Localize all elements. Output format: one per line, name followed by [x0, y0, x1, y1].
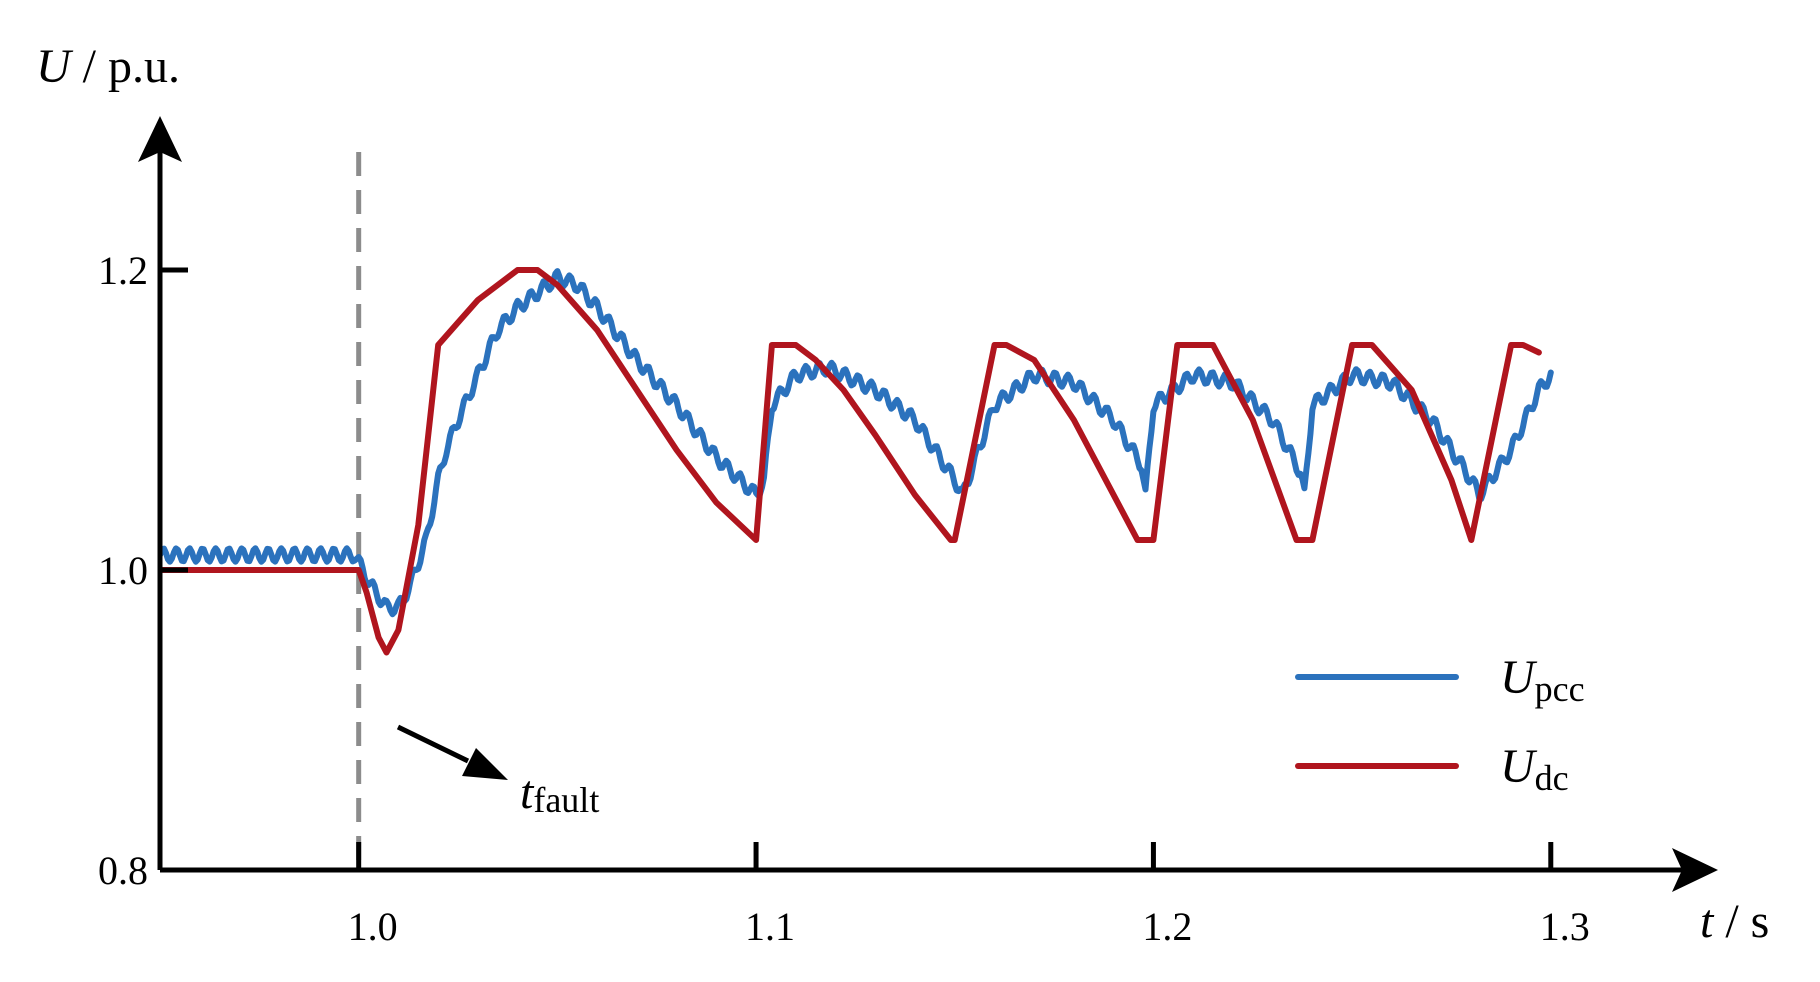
fault-annotation-arrow-head	[462, 748, 508, 780]
legend-label-symbol: U	[1500, 651, 1538, 704]
x-axis-label: t / s	[1700, 895, 1769, 948]
y-tick-label: 1.2	[98, 248, 148, 293]
legend-label-subscript: pcc	[1535, 669, 1585, 709]
fault-annotation-arrow-shaft	[396, 724, 470, 764]
fault-annotation-label: tfault	[520, 766, 599, 820]
y-ticks: 0.8 1.0 1.2	[98, 248, 188, 893]
legend-label-subscript: dc	[1535, 758, 1569, 798]
x-axis-label-unit: / s	[1713, 895, 1769, 948]
y-axis-label: U / p.u.	[36, 40, 180, 93]
series-group	[160, 267, 1554, 656]
x-tick-label: 1.3	[1540, 904, 1590, 949]
fault-annotation-symbol: t	[520, 766, 535, 819]
y-axis-label-symbol: U	[36, 40, 74, 93]
y-axis-arrow	[138, 116, 182, 162]
x-tick-label: 1.2	[1142, 904, 1192, 949]
series-line-dc	[160, 267, 1542, 656]
fault-annotation: tfault	[396, 724, 599, 820]
fault-annotation-subscript: fault	[533, 780, 599, 820]
x-tick-label: 1.1	[745, 904, 795, 949]
legend-label-symbol: U	[1500, 740, 1538, 793]
x-tick-label: 1.0	[348, 904, 398, 949]
y-tick-label: 1.0	[98, 548, 148, 593]
legend-label-pcc: Upcc	[1500, 651, 1585, 709]
y-axis-label-unit: / p.u.	[71, 40, 180, 93]
series-line-pcc	[160, 268, 1554, 618]
legend-label-dc: Udc	[1500, 740, 1569, 798]
x-axis-arrow	[1672, 848, 1718, 892]
x-ticks: 1.0 1.1 1.2 1.3	[348, 842, 1590, 949]
y-tick-label: 0.8	[98, 848, 148, 893]
x-axis-label-symbol: t	[1700, 895, 1715, 948]
